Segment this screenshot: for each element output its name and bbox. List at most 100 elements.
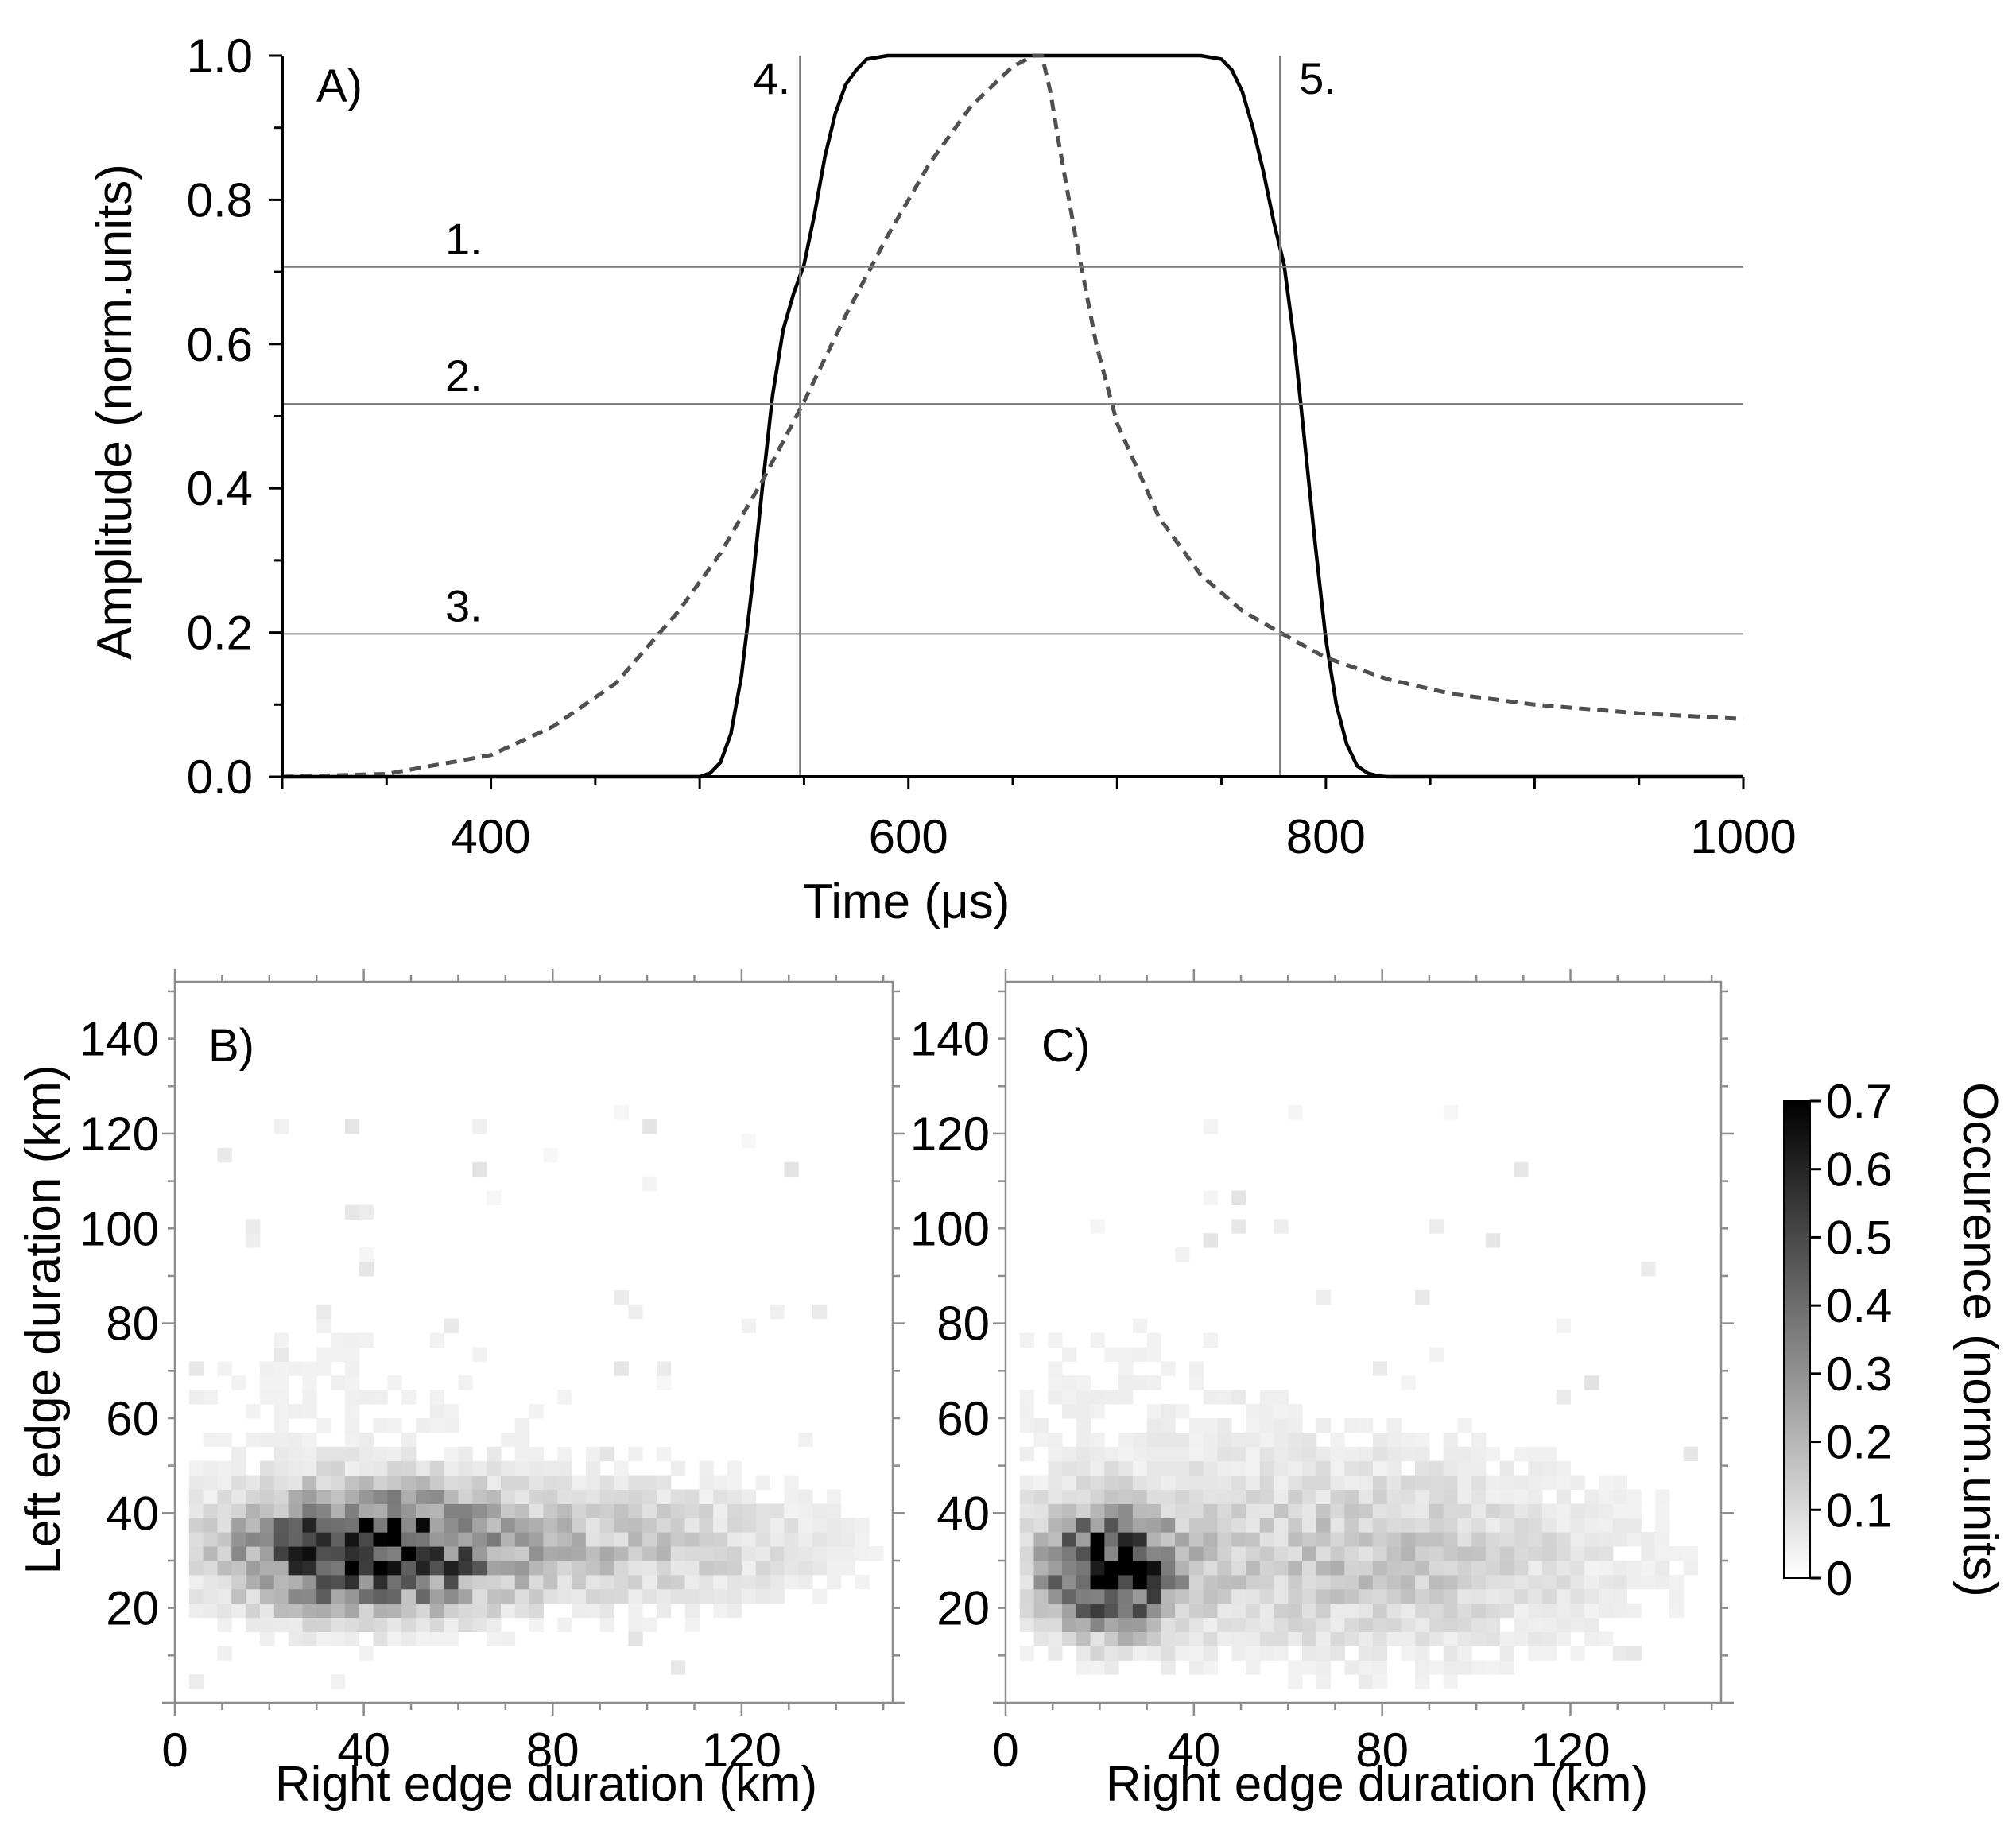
- heatmap-cell: [1570, 1546, 1585, 1561]
- heatmap-cell: [1062, 1603, 1077, 1619]
- heatmap-cell: [1344, 1460, 1359, 1476]
- heatmap-cell: [359, 1646, 374, 1661]
- heatmap-cell: [1175, 1546, 1190, 1561]
- heatmap-cell: [1669, 1588, 1685, 1604]
- heatmap-cell: [628, 1588, 643, 1604]
- heatmap-cell: [784, 1546, 799, 1561]
- heatmap-cell: [1514, 1489, 1529, 1504]
- heatmap-cell: [1641, 1532, 1656, 1547]
- heatmap-cell: [514, 1603, 530, 1619]
- panel-a-x-axis-label: Time (μs): [803, 874, 1010, 929]
- heatmap-cell: [1570, 1588, 1585, 1604]
- heatmap-cell: [246, 1219, 261, 1234]
- heatmap-cell: [331, 1674, 346, 1689]
- heatmap-cell: [1499, 1631, 1514, 1646]
- heatmap-cell: [826, 1574, 842, 1590]
- heatmap-cell: [188, 1532, 204, 1547]
- heatmap-cell: [1655, 1574, 1670, 1590]
- heatmap-cell: [273, 1332, 289, 1348]
- heatmap-cell: [1542, 1503, 1557, 1518]
- heatmap-cell: [1288, 1460, 1303, 1476]
- heatmap-cell: [1514, 1518, 1529, 1533]
- heatmap-cell: [429, 1417, 445, 1433]
- heatmap-cell: [1104, 1560, 1119, 1576]
- heatmap-cell: [1316, 1560, 1332, 1576]
- panel-b-x-axis-label: Right edge duration (km): [275, 1757, 817, 1812]
- heatmap-cell: [670, 1574, 686, 1590]
- heatmap-cell: [741, 1318, 757, 1334]
- heatmap-cell: [1062, 1446, 1077, 1462]
- heatmap-cell: [1457, 1660, 1472, 1675]
- heatmap-cell: [500, 1588, 516, 1604]
- heatmap-cell: [1104, 1646, 1119, 1661]
- heatmap-cell: [557, 1475, 572, 1490]
- heatmap-cell: [1542, 1646, 1557, 1661]
- heatmap-cell: [331, 1503, 346, 1518]
- heatmap-cell: [1372, 1432, 1388, 1448]
- heatmap-cell: [288, 1546, 303, 1561]
- heatmap-cell: [1386, 1560, 1402, 1576]
- heatmap-cell: [401, 1503, 417, 1518]
- heatmap-cell: [331, 1375, 346, 1390]
- heatmap-cell: [1118, 1503, 1134, 1518]
- heatmap-cell: [514, 1574, 530, 1590]
- heatmap-cell: [1231, 1518, 1246, 1533]
- heatmap-cell: [1090, 1475, 1105, 1490]
- heatmap-cell: [1245, 1503, 1261, 1518]
- heatmap-cell: [1528, 1646, 1543, 1661]
- heatmap-cell: [826, 1503, 842, 1518]
- heatmap-cell: [713, 1588, 728, 1604]
- heatmap-cell: [1612, 1518, 1628, 1533]
- heatmap-cell: [1443, 1617, 1458, 1632]
- heatmap-cell: [1302, 1631, 1317, 1646]
- heatmap-cell: [259, 1617, 275, 1632]
- heatmap-cell: [273, 1460, 289, 1476]
- heatmap-cell: [1359, 1603, 1374, 1619]
- heatmap-cell: [741, 1489, 757, 1504]
- colorbar-tick-label: 0.4: [1826, 1279, 1892, 1332]
- heatmap-cell: [1330, 1432, 1345, 1448]
- heatmap-cell: [1132, 1603, 1148, 1619]
- heatmap-cell: [684, 1617, 700, 1632]
- heatmap-cell: [840, 1518, 855, 1533]
- heatmap-cell: [1457, 1446, 1472, 1462]
- heatmap-cell: [798, 1560, 813, 1576]
- heatmap-cell: [529, 1503, 544, 1518]
- heatmap-cell: [1471, 1475, 1487, 1490]
- heatmap-cell: [1033, 1574, 1049, 1590]
- heatmap-cell: [316, 1617, 331, 1632]
- heatmap-cell: [1132, 1532, 1148, 1547]
- heatmap-cell: [387, 1574, 402, 1590]
- heatmap-cell: [401, 1603, 417, 1619]
- heatmap-cell: [684, 1603, 700, 1619]
- heatmap-cell: [1288, 1574, 1303, 1590]
- heatmap-cell: [1203, 1432, 1218, 1448]
- heatmap-cell: [1330, 1503, 1345, 1518]
- heatmap-cell: [1019, 1475, 1035, 1490]
- heatmap-cell: [1019, 1417, 1035, 1433]
- heatmap-cell: [444, 1560, 459, 1576]
- y-tick-label: 80: [106, 1297, 159, 1351]
- reference-line-label-5: 5.: [1299, 53, 1336, 103]
- heatmap-cell: [1188, 1361, 1204, 1376]
- heatmap-cell: [1415, 1460, 1430, 1476]
- heatmap-cell: [1245, 1588, 1261, 1604]
- heatmap-cell: [642, 1489, 657, 1504]
- panel-b-axes: 0 40 80 120 20 40 60 80 100 120 140: [79, 969, 905, 1777]
- heatmap-cell: [1485, 1603, 1501, 1619]
- heatmap-cell: [444, 1574, 459, 1590]
- heatmap-cell: [344, 1588, 360, 1604]
- heatmap-cell: [1584, 1560, 1599, 1576]
- heatmap-cell: [1344, 1518, 1359, 1533]
- heatmap-cell: [373, 1460, 388, 1476]
- heatmap-cell: [1274, 1475, 1289, 1490]
- heatmap-cell: [429, 1475, 445, 1490]
- heatmap-cell: [1259, 1475, 1274, 1490]
- heatmap-cell: [784, 1560, 799, 1576]
- y-tick-label: 140: [910, 1013, 990, 1066]
- heatmap-cell: [472, 1603, 487, 1619]
- heatmap-cell: [1019, 1332, 1035, 1348]
- heatmap-cell: [543, 1147, 558, 1163]
- heatmap-cell: [1146, 1375, 1161, 1390]
- heatmap-cell: [1048, 1390, 1063, 1405]
